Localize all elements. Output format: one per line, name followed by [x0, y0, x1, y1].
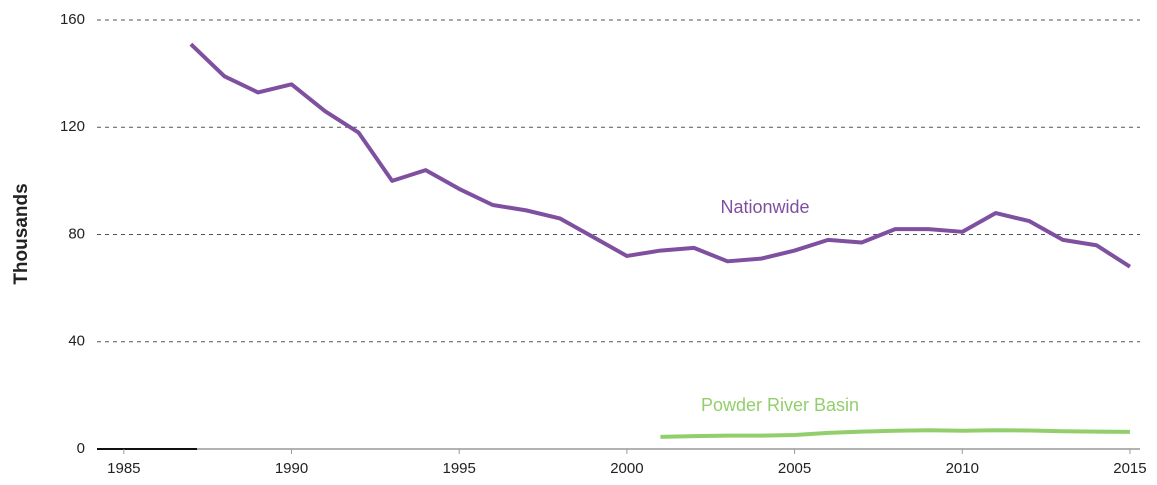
y-tick-label: 160 [60, 11, 85, 28]
series-label: Powder River Basin [701, 395, 859, 415]
y-axis-label: Thousands [11, 183, 32, 284]
x-tick-label: 1985 [107, 460, 140, 477]
series-label: Nationwide [720, 197, 809, 217]
y-tick-label: 80 [68, 225, 85, 242]
series-line [660, 428, 1130, 439]
x-tick-label: 2005 [778, 460, 811, 477]
series-line [189, 42, 1132, 269]
y-tick-label: 40 [68, 333, 85, 350]
y-tick-label: 0 [77, 440, 85, 457]
x-tick-label: 1990 [275, 460, 308, 477]
x-tick-label: 2010 [946, 460, 979, 477]
y-tick-label: 120 [60, 118, 85, 135]
x-tick-label: 2000 [610, 460, 643, 477]
x-tick-label: 1995 [443, 460, 476, 477]
x-tick-label: 2015 [1113, 460, 1146, 477]
